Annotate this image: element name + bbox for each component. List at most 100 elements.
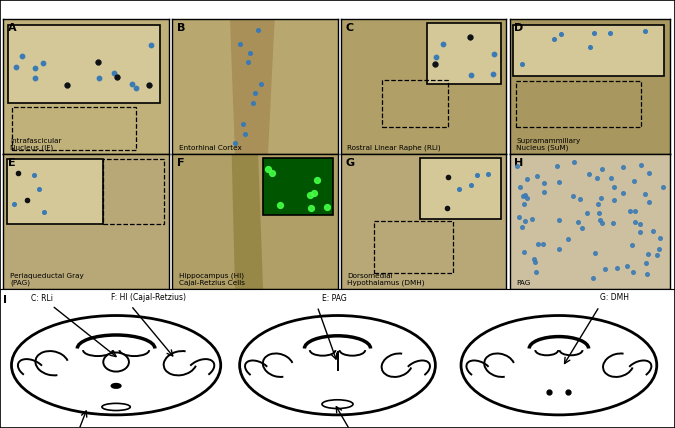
Text: Periaqueductal Gray
(PAG): Periaqueductal Gray (PAG): [10, 273, 84, 286]
Text: A: A: [8, 23, 17, 33]
Text: E: PAG: E: PAG: [322, 294, 346, 303]
Point: [599, 266, 610, 273]
Point: [593, 201, 603, 208]
Point: [639, 190, 650, 197]
Point: [252, 27, 263, 33]
Point: [595, 216, 605, 223]
Point: [569, 159, 580, 166]
Point: [654, 235, 665, 241]
Point: [515, 184, 526, 190]
Point: [93, 59, 104, 65]
Point: [641, 271, 652, 278]
Point: [442, 205, 453, 212]
Point: [628, 269, 639, 276]
Point: [626, 241, 637, 248]
Point: [608, 220, 618, 226]
Point: [9, 201, 20, 208]
Bar: [513, 25, 664, 76]
Point: [519, 217, 530, 224]
Text: Supramammillary
Nucleus (SuM): Supramammillary Nucleus (SuM): [516, 138, 580, 152]
Point: [12, 170, 23, 177]
Point: [465, 182, 476, 189]
Point: [22, 196, 32, 203]
Point: [647, 227, 658, 234]
Point: [306, 204, 317, 211]
Point: [464, 34, 475, 41]
Point: [28, 171, 39, 178]
Point: [30, 74, 41, 81]
Point: [126, 80, 137, 87]
Point: [38, 59, 49, 66]
Text: B: B: [177, 23, 186, 33]
Text: I: I: [3, 295, 7, 305]
Point: [517, 61, 528, 68]
Point: [311, 177, 322, 184]
Point: [38, 209, 49, 216]
Point: [657, 184, 668, 191]
Point: [643, 170, 654, 177]
Point: [240, 131, 250, 137]
Bar: [11, 107, 136, 150]
Text: C: RLi: C: RLi: [31, 294, 53, 303]
Point: [554, 216, 565, 223]
Point: [143, 82, 154, 89]
Point: [93, 74, 104, 81]
Bar: [263, 158, 333, 215]
Point: [321, 204, 332, 211]
Text: G: DMH: G: DMH: [600, 294, 628, 303]
Text: Entorhinal Cortex: Entorhinal Cortex: [179, 146, 242, 152]
Point: [594, 210, 605, 217]
Point: [109, 69, 119, 76]
Point: [618, 164, 628, 171]
Point: [143, 82, 154, 89]
Text: PAG: PAG: [516, 280, 531, 286]
Point: [568, 193, 578, 199]
Point: [483, 171, 493, 178]
Point: [625, 208, 636, 215]
Point: [146, 41, 157, 48]
Bar: [421, 158, 502, 219]
Point: [533, 241, 544, 248]
Text: Intrafascicular
Nucleus (IF): Intrafascicular Nucleus (IF): [10, 138, 61, 152]
Point: [618, 190, 628, 197]
Point: [234, 40, 245, 47]
Point: [652, 252, 663, 259]
Point: [244, 50, 255, 56]
Polygon shape: [230, 19, 275, 154]
Point: [612, 264, 622, 271]
Point: [609, 184, 620, 190]
Ellipse shape: [461, 315, 657, 415]
Point: [628, 178, 639, 184]
Point: [112, 74, 123, 80]
Point: [256, 80, 267, 87]
Text: Dorsomedial
Hypothalamus (DMH): Dorsomedial Hypothalamus (DMH): [348, 273, 425, 286]
Point: [556, 31, 566, 38]
Point: [643, 199, 654, 205]
Point: [575, 195, 586, 202]
Point: [641, 260, 651, 267]
Point: [472, 171, 483, 178]
Point: [589, 30, 599, 37]
Point: [454, 185, 464, 192]
Point: [93, 59, 104, 65]
Point: [596, 195, 607, 202]
Point: [582, 209, 593, 216]
Point: [443, 174, 454, 181]
Text: Hippocampus (HI)
Cajal-Retzius Cells: Hippocampus (HI) Cajal-Retzius Cells: [179, 273, 245, 286]
Text: D: D: [514, 23, 524, 33]
Point: [597, 220, 608, 227]
Point: [519, 192, 530, 199]
Point: [605, 175, 616, 181]
Point: [248, 99, 259, 106]
Point: [16, 53, 27, 59]
Text: F: F: [177, 158, 184, 168]
Point: [11, 63, 22, 70]
Bar: [103, 160, 164, 224]
Point: [585, 43, 596, 50]
Point: [431, 54, 441, 60]
Point: [653, 246, 664, 253]
Point: [634, 220, 645, 227]
Point: [529, 259, 540, 266]
Point: [230, 140, 240, 147]
Point: [583, 171, 594, 178]
